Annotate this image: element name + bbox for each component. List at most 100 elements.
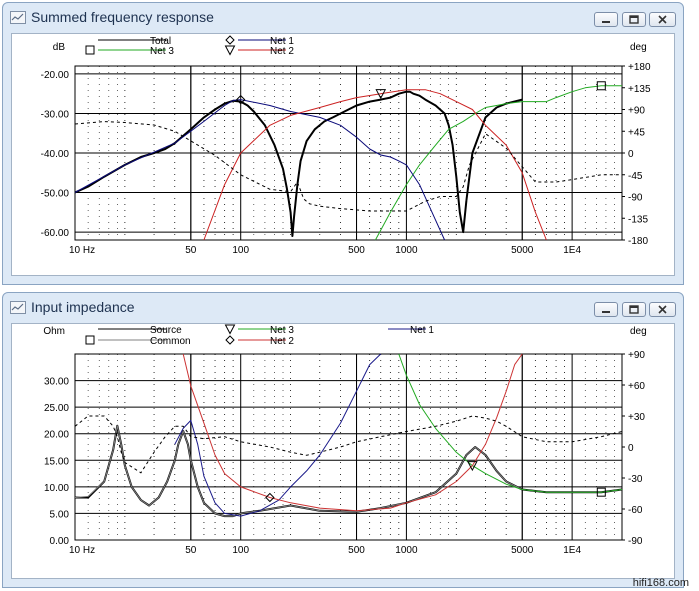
close-button[interactable] [649,12,676,27]
legend-label: Common [150,336,191,347]
x-tick-label: 1E4 [563,245,581,256]
window-title: Summed frequency response [31,9,214,25]
diamond-legend-icon [225,335,235,345]
summed-frequency-response-chart: -20.00 -30.00 -40.00 -50.00 -60.00 +180 +135 +9… [41,35,651,256]
summed-frequency-response-window: Summed frequency response -20.00 -30.00 -4… [2,2,684,285]
y2-tick-label: +45 [628,127,645,138]
triangle-marker-icon [467,461,478,472]
y-tick-label: -30.00 [41,109,70,120]
y-tick-label: -60.00 [41,228,70,239]
square-marker-icon [596,487,606,497]
window-title: Input impedance [31,299,135,315]
y-tick-label: 5.00 [50,509,70,520]
watermark-text: hifi168.com [632,577,689,589]
triangle-legend-icon [224,45,236,56]
y2-tick-label: +30 [628,412,645,423]
x-tick-label: 10 Hz [69,545,95,556]
chart-area: -20.00 -30.00 -40.00 -50.00 -60.00 +180 +135 +9… [11,33,675,276]
y-tick-label: 20.00 [44,430,69,441]
y2-tick-label: -90 [628,536,643,547]
diamond-marker-icon [265,492,275,503]
y2-tick-label: -45 [628,171,643,182]
series-line-net-2 [203,89,547,241]
y-axis-label: dB [53,42,66,53]
x-tick-label: 100 [232,245,249,256]
input-impedance-window: Input impedance 0.00 5.00 10.00 15.00 20.00 2… [2,292,684,588]
legend-label: Net 1 [270,36,294,47]
legend-label: Net 1 [410,325,434,336]
y2-tick-label: -90 [628,193,643,204]
minimize-icon [602,311,610,313]
x-tick-label: 500 [348,245,365,256]
square-legend-icon [85,45,95,55]
series-line-net-1 [74,99,446,241]
y2-tick-label: +90 [628,106,645,117]
legend-label: Net 2 [270,336,294,347]
y2-tick-label: 0 [628,149,634,160]
series-line-common [74,425,623,517]
series-line-phase [74,415,623,474]
legend-label: Net 2 [270,46,294,57]
x-tick-label: 1000 [395,245,418,256]
x-tick-label: 50 [185,545,197,556]
y-tick-label: 25.00 [44,403,69,414]
chart-area: 0.00 5.00 10.00 15.00 20.00 25.00 30.00 +90 +60 +… [11,323,675,579]
x-tick-label: 1000 [395,545,418,556]
square-legend-icon [85,335,95,345]
y-tick-label: 30.00 [44,377,69,388]
graph-window-icon[interactable] [10,11,26,24]
y2-tick-label: +135 [628,84,651,95]
y-tick-label: -20.00 [41,70,70,81]
diamond-marker-icon [235,94,246,105]
y2-tick-label: +60 [628,381,645,392]
x-tick-label: 1E4 [563,545,581,556]
series-line-total [74,90,468,237]
graph-window-icon[interactable] [10,301,26,314]
y2-tick-label: +90 [628,350,645,361]
y2-tick-label: -60 [628,505,643,516]
series-line-net-1 [174,353,382,517]
x-tick-label: 10 Hz [69,245,95,256]
series-line-phase [74,121,622,212]
y2-axis-label: deg [630,42,647,53]
x-tick-label: 5000 [511,545,534,556]
y2-tick-label: -30 [628,474,643,485]
triangle-marker-icon [375,89,387,100]
x-tick-label: 500 [348,545,365,556]
maximize-button[interactable] [622,12,646,27]
close-icon [658,15,667,24]
y-tick-label: -50.00 [41,189,70,200]
maximize-button[interactable] [622,302,646,317]
minimize-button[interactable] [594,302,618,317]
y2-tick-label: 0 [628,443,634,454]
input-impedance-chart: 0.00 5.00 10.00 15.00 20.00 25.00 30.00 +90 +60 +… [43,324,647,556]
y-tick-label: 0.00 [50,536,70,547]
y2-tick-label: -135 [628,214,648,225]
y-tick-label: 10.00 [44,483,69,494]
y2-tick-label: +180 [628,62,651,73]
legend-label: Net 3 [270,325,294,336]
legend-label: Source [150,325,182,336]
title-bar[interactable]: Summed frequency response [3,3,683,33]
close-icon [658,305,667,314]
series-line-net-3 [374,85,622,241]
series-line-net-2 [182,353,523,512]
minimize-icon [602,21,610,23]
y-tick-label: -40.00 [41,149,70,160]
x-tick-label: 100 [232,545,249,556]
legend-label: Net 3 [150,46,174,57]
title-bar[interactable]: Input impedance [3,293,683,323]
legend-label: Total [150,36,171,47]
square-marker-icon [596,81,606,91]
maximize-icon [629,15,639,24]
y-axis-label: Ohm [43,326,65,337]
series-line-net-3 [398,353,623,493]
x-tick-label: 50 [185,245,197,256]
minimize-button[interactable] [594,12,618,27]
maximize-icon [629,305,639,314]
close-button[interactable] [649,302,676,317]
diamond-legend-icon [225,35,235,45]
y2-axis-label: deg [630,326,647,337]
y2-tick-label: -180 [628,236,648,247]
y-tick-label: 15.00 [44,456,69,467]
